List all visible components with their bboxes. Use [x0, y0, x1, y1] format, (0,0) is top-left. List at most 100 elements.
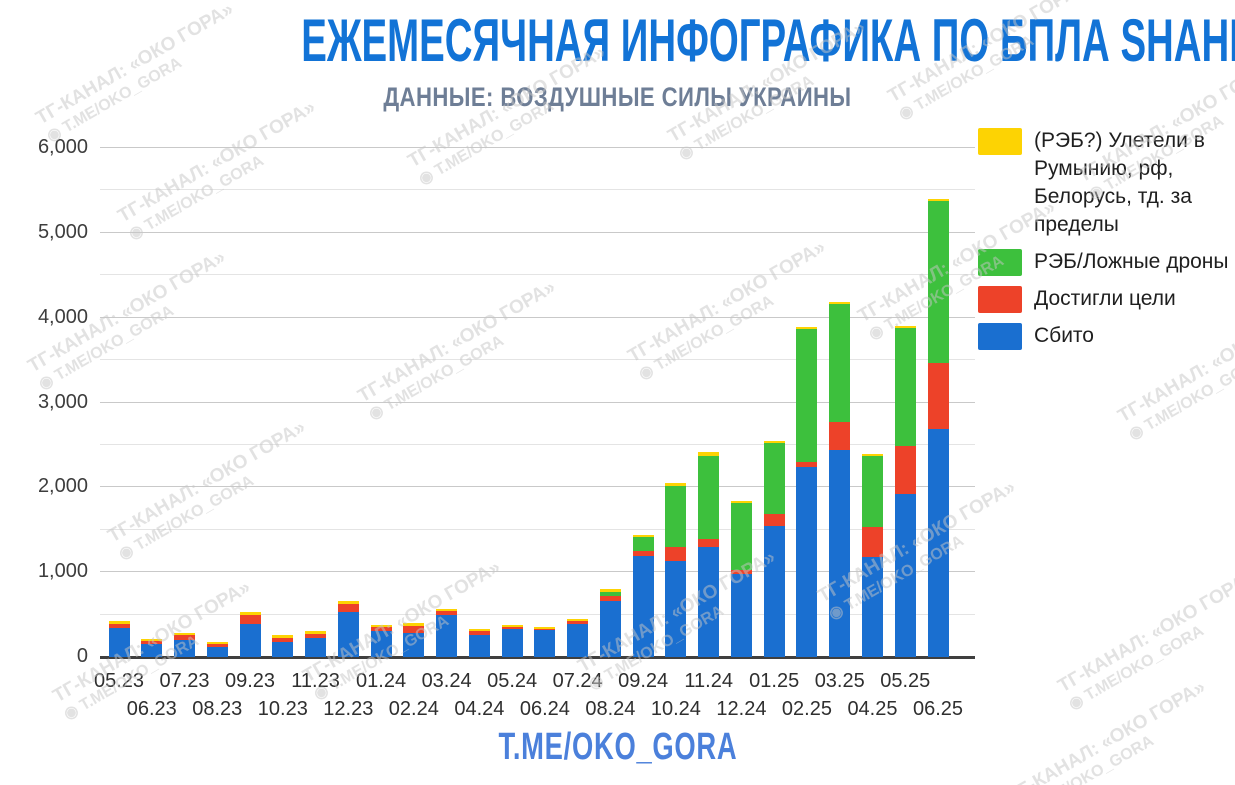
- footer-link: T.ME/OKO_GORA: [0, 726, 1235, 769]
- legend-label-reb: РЭБ/Ложные дроны: [1034, 250, 1229, 273]
- legend-swatch-red: [978, 286, 1022, 313]
- bar-segment-06.25-sbito: [927, 428, 949, 657]
- x-tick-11.24: 11.24: [684, 670, 733, 692]
- bar-segment-12.24-uleteli: [730, 500, 752, 504]
- bar-segment-03.24-sbito: [436, 614, 458, 657]
- bar-segment-09.23-sbito: [239, 623, 261, 657]
- bar-segment-12.24-sbito: [730, 574, 752, 657]
- y-tick-2000: 2,000: [37, 475, 88, 498]
- x-tick-09.23: 09.23: [225, 670, 276, 692]
- y-tick-3000: 3,000: [37, 390, 88, 413]
- bar-segment-08.23-sbito: [206, 646, 228, 657]
- page-title: ЕЖЕМЕСЯЧНАЯ ИНФОГРАФИКА ПО БПЛА SHAHED-1…: [0, 10, 1235, 72]
- bar-segment-02.25-reb: [796, 328, 818, 463]
- bar-segment-05.24-uleteli: [501, 625, 523, 628]
- bar-segment-12.24-dostigli: [730, 570, 752, 575]
- bar-segment-05.23-uleteli: [108, 621, 130, 624]
- y-tick-0: 0: [76, 645, 88, 667]
- bar-segment-10.24-reb: [665, 485, 687, 547]
- bar-segment-09.23-dostigli: [239, 614, 261, 624]
- watermark-16: ТГ-КАНАЛ: «ОКО ГОРА» ◉ T.ME/OKO_GORA: [1055, 567, 1235, 715]
- bar-segment-10.23-sbito: [272, 642, 294, 657]
- bar-segment-03.24-dostigli: [436, 611, 458, 615]
- watermark-text-line2: ◉ T.ME/OKO_GORA: [1066, 622, 1207, 714]
- bar-segment-09.24-uleteli: [632, 534, 654, 538]
- bar-segment-11.23-dostigli: [305, 633, 327, 638]
- legend-item-uleteli: (РЭБ?) Улетели в Румынию, рф, Белорусь, …: [978, 127, 1234, 239]
- bar-segment-05.25-reb: [894, 327, 916, 446]
- bar-segment-07.24-uleteli: [567, 619, 589, 622]
- bar-segment-06.25-uleteli: [927, 198, 949, 201]
- x-tick-11.23: 11.23: [291, 670, 340, 692]
- x-tick-05.24: 05.24: [487, 670, 538, 692]
- bar-segment-07.23-uleteli: [174, 632, 196, 636]
- bar-segment-02.24-dostigli: [403, 625, 425, 634]
- gridline-2000: [100, 486, 975, 488]
- bar-segment-04.24-sbito: [468, 634, 490, 657]
- x-axis-line: [100, 656, 975, 659]
- bar-segment-01.24-uleteli: [370, 624, 392, 628]
- x-tick-10.23: 10.23: [257, 698, 308, 720]
- y-tick-1000: 1,000: [37, 560, 88, 583]
- legend-swatch-blue: [978, 323, 1022, 350]
- bar-segment-01.25-sbito: [763, 526, 785, 657]
- bar-segment-08.23-dostigli: [206, 643, 228, 647]
- bar-segment-10.23-uleteli: [272, 635, 294, 638]
- bar-segment-02.25-dostigli: [796, 462, 818, 468]
- gridline-3000: [100, 401, 975, 403]
- x-tick-03.24: 03.24: [421, 670, 472, 692]
- x-tick-06.24: 06.24: [519, 698, 570, 720]
- x-tick-12.24: 12.24: [716, 698, 767, 720]
- y-tick-4000: 4,000: [37, 305, 88, 328]
- bar-segment-10.23-dostigli: [272, 637, 294, 643]
- footer-link-text: T.ME/OKO_GORA: [498, 726, 737, 768]
- bar-segment-01.25-uleteli: [763, 440, 785, 443]
- bar-segment-05.23-sbito: [108, 627, 130, 657]
- bar-segment-03.25-reb: [829, 304, 851, 423]
- bar-segment-05.25-dostigli: [894, 445, 916, 495]
- bar-segment-02.24-sbito: [403, 633, 425, 657]
- bar-segment-12.23-uleteli: [337, 601, 359, 604]
- bar-segment-02.25-uleteli: [796, 327, 818, 329]
- bar-segment-07.23-dostigli: [174, 635, 196, 640]
- y-tick-5000: 5,000: [37, 220, 88, 243]
- bar-segment-07.23-sbito: [174, 639, 196, 657]
- bar-segment-08.24-dostigli: [599, 596, 621, 601]
- bar-segment-01.24-sbito: [370, 631, 392, 657]
- chart-legend: (РЭБ?) Улетели в Румынию, рф, Белорусь, …: [978, 127, 1234, 350]
- x-tick-05.25: 05.25: [880, 670, 931, 692]
- bar-segment-08.24-sbito: [599, 600, 621, 657]
- bar-segment-04.25-uleteli: [861, 454, 883, 456]
- x-tick-09.24: 09.24: [618, 670, 669, 692]
- bar-segment-05.25-sbito: [894, 494, 916, 657]
- bar-segment-12.23-sbito: [337, 612, 359, 657]
- bar-segment-11.24-uleteli: [698, 451, 720, 456]
- bar-segment-09.24-sbito: [632, 556, 654, 657]
- bar-segment-06.23-uleteli: [141, 638, 163, 641]
- bar-segment-04.25-dostigli: [861, 526, 883, 557]
- legend-item-sbito: Сбито: [978, 322, 1234, 350]
- bar-segment-06.23-dostigli: [141, 640, 163, 645]
- gridline-6000: [100, 147, 975, 148]
- y-tick-6000: 6,000: [37, 136, 88, 158]
- x-tick-10.24: 10.24: [650, 698, 701, 720]
- x-tick-02.25: 02.25: [781, 698, 832, 720]
- x-tick-08.24: 08.24: [585, 698, 636, 720]
- bar-segment-09.23-uleteli: [239, 612, 261, 615]
- bar-segment-10.24-sbito: [665, 561, 687, 657]
- gridline-4500: [100, 274, 975, 276]
- gridline-5500: [100, 189, 975, 191]
- gridline-1500: [100, 528, 975, 530]
- watermark-text-line1: ТГ-КАНАЛ: «ОКО ГОРА»: [1054, 566, 1235, 698]
- bar-segment-11.23-sbito: [305, 637, 327, 657]
- gridline-5000: [100, 231, 975, 233]
- bar-segment-03.25-sbito: [829, 450, 851, 657]
- bar-segment-01.25-reb: [763, 442, 785, 515]
- x-tick-04.24: 04.24: [454, 698, 505, 720]
- bar-segment-12.23-dostigli: [337, 603, 359, 613]
- bar-segment-06.24-dostigli: [534, 629, 556, 631]
- bar-segment-12.24-reb: [730, 503, 752, 571]
- bar-segment-06.24-sbito: [534, 630, 556, 657]
- x-tick-01.25: 01.25: [749, 670, 800, 692]
